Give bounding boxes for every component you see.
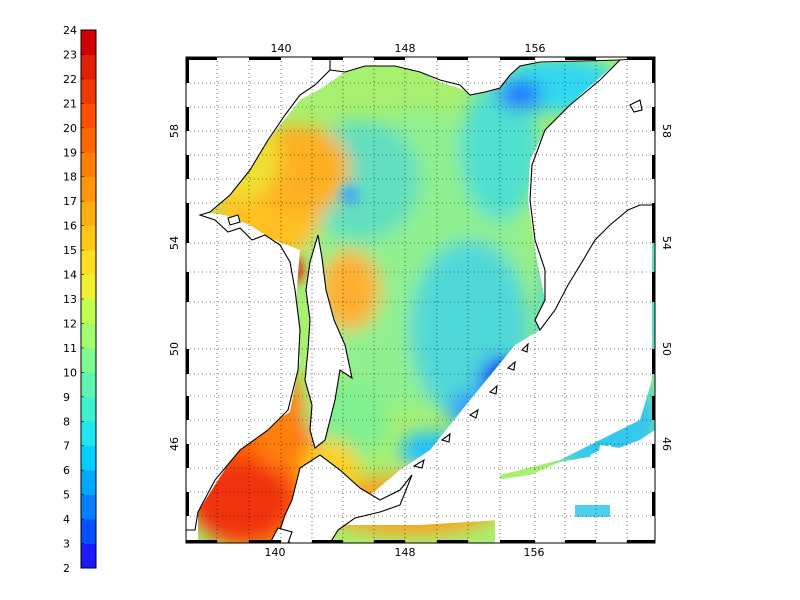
hokkaido (279, 454, 413, 543)
colorbar-band (81, 445, 96, 471)
colorbar-label: 3 (63, 538, 70, 551)
colorbar-band (81, 347, 96, 373)
colorbar-band (81, 274, 96, 300)
colorbar-label: 16 (63, 220, 77, 233)
colorbar-band (81, 30, 96, 55)
colorbar-label: 24 (63, 24, 77, 37)
kuril-6 (521, 342, 529, 353)
colorbar-band (81, 494, 96, 520)
bottom-lon-label: 148 (395, 546, 416, 559)
left-lat-label: 50 (168, 342, 181, 356)
colorbar-band (81, 176, 96, 202)
colorbar-label: 22 (63, 73, 77, 86)
top-lon-label: 156 (525, 42, 546, 55)
colorbar-band (81, 519, 96, 544)
right-lat-labels: 58 54 50 46 (660, 124, 673, 451)
colorbar-band (81, 323, 96, 349)
right-lat-label: 46 (660, 437, 673, 451)
shantar-islands (227, 214, 241, 226)
kuril-2 (440, 432, 451, 443)
colorbar-band (81, 372, 96, 398)
top-lon-label: 140 (271, 42, 292, 55)
kamchatka (529, 57, 655, 332)
colorbar-label: 19 (63, 146, 77, 159)
bottom-lon-label: 156 (524, 546, 545, 559)
right-lat-label: 58 (660, 124, 673, 138)
colorbar-band (81, 470, 96, 496)
left-lat-label: 54 (168, 236, 181, 250)
colorbar-band (81, 152, 96, 178)
honshu (269, 527, 293, 543)
colorbar-label: 9 (63, 391, 70, 404)
colorbar-band (81, 225, 96, 251)
colorbar-band (81, 299, 96, 324)
left-lat-label: 46 (168, 437, 181, 451)
colorbar-label: 10 (63, 366, 77, 379)
kuril-3 (468, 408, 479, 419)
top-lon-labels: 140 148 156 (271, 42, 546, 55)
colorbar: 24 23 22 21 20 19 18 17 16 15 14 13 12 11 10 9 8 7 6 5 4 3 2 (63, 24, 97, 575)
colorbar-label: 18 (63, 171, 77, 184)
colorbar-label: 12 (63, 318, 77, 331)
colorbar-band (81, 103, 96, 129)
asia-mainland (186, 57, 342, 531)
colorbar-band (81, 421, 96, 447)
colorbar-label: 13 (63, 293, 77, 306)
colorbar-label: 21 (63, 97, 77, 110)
colorbar-label: 8 (63, 415, 70, 428)
right-lat-label: 50 (660, 342, 673, 356)
kuril-5 (506, 360, 516, 371)
colorbar-label: 20 (63, 122, 77, 135)
left-lat-labels: 58 54 50 46 (168, 124, 181, 451)
missing-data-patches (430, 430, 655, 543)
bottom-lon-label: 140 (265, 546, 286, 559)
colorbar-band (81, 543, 96, 569)
sakhalin (304, 234, 353, 449)
graticule (186, 57, 655, 543)
land (186, 57, 655, 543)
left-lat-label: 58 (168, 124, 181, 138)
colorbar-label: 23 (63, 49, 77, 62)
ne-island (629, 99, 643, 113)
colorbar-band (81, 78, 96, 104)
map-plot: 140 148 156 140 148 156 58 54 50 46 58 5… (168, 42, 673, 559)
right-lat-label: 54 (660, 236, 673, 250)
colorbar-label: 15 (63, 244, 77, 257)
colorbar-blocks (81, 30, 96, 569)
colorbar-label: 2 (63, 562, 70, 575)
colorbar-label: 14 (63, 269, 77, 282)
colorbar-label: 11 (63, 342, 77, 355)
frame-ticks (186, 57, 655, 543)
colorbar-label: 4 (63, 513, 70, 526)
kuril-4 (488, 384, 498, 395)
colorbar-label: 6 (63, 464, 70, 477)
colorbar-band (81, 250, 96, 275)
colorbar-band (81, 54, 96, 80)
kuril-1 (412, 458, 425, 469)
colorbar-band (81, 201, 96, 227)
colorbar-labels: 24 23 22 21 20 19 18 17 16 15 14 13 12 11 10 9 8 7 6 5 4 3 2 (63, 24, 84, 575)
colorbar-band (81, 127, 96, 153)
colorbar-label: 7 (63, 440, 70, 453)
top-lon-label: 148 (395, 42, 416, 55)
colorbar-label: 17 (63, 195, 77, 208)
bottom-lon-labels: 140 148 156 (265, 546, 545, 559)
colorbar-band (81, 396, 96, 422)
colorbar-label: 5 (63, 489, 70, 502)
